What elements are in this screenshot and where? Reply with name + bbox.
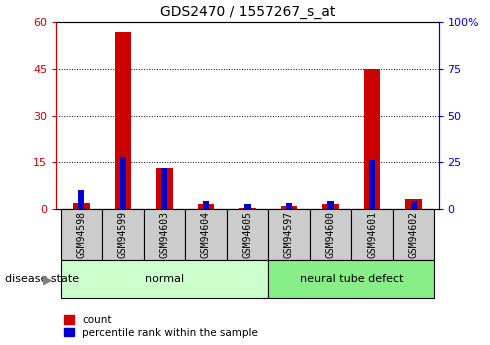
- Text: GSM94600: GSM94600: [325, 211, 336, 258]
- Bar: [185, 209, 227, 260]
- Bar: [120, 157, 126, 209]
- Bar: [369, 160, 375, 209]
- Bar: [245, 204, 250, 209]
- Bar: [239, 208, 256, 209]
- Bar: [197, 204, 214, 209]
- Text: normal: normal: [145, 275, 184, 284]
- Bar: [351, 209, 393, 260]
- Text: ▶: ▶: [43, 273, 53, 286]
- Text: GSM94601: GSM94601: [367, 211, 377, 258]
- Text: GSM94598: GSM94598: [76, 211, 86, 258]
- Bar: [102, 209, 144, 260]
- Title: GDS2470 / 1557267_s_at: GDS2470 / 1557267_s_at: [160, 4, 335, 19]
- Bar: [73, 203, 90, 209]
- Bar: [327, 201, 334, 209]
- Bar: [393, 209, 435, 260]
- Bar: [144, 209, 185, 260]
- Bar: [268, 209, 310, 260]
- Bar: [310, 209, 351, 260]
- Text: GSM94597: GSM94597: [284, 211, 294, 258]
- Bar: [405, 199, 422, 209]
- Bar: [364, 69, 380, 209]
- Text: GSM94602: GSM94602: [409, 211, 418, 258]
- Text: disease state: disease state: [5, 275, 79, 284]
- Bar: [322, 204, 339, 209]
- Bar: [227, 209, 268, 260]
- Bar: [115, 32, 131, 209]
- Bar: [281, 206, 297, 209]
- Bar: [156, 168, 172, 209]
- Text: GSM94605: GSM94605: [243, 211, 252, 258]
- Bar: [268, 260, 435, 298]
- Bar: [78, 190, 84, 209]
- Bar: [161, 168, 168, 209]
- Bar: [286, 203, 292, 209]
- Text: neural tube defect: neural tube defect: [299, 275, 403, 284]
- Bar: [411, 201, 416, 209]
- Text: GSM94603: GSM94603: [159, 211, 170, 258]
- Bar: [60, 260, 268, 298]
- Bar: [60, 209, 102, 260]
- Text: GSM94599: GSM94599: [118, 211, 128, 258]
- Legend: count, percentile rank within the sample: count, percentile rank within the sample: [62, 313, 260, 340]
- Bar: [203, 201, 209, 209]
- Text: GSM94604: GSM94604: [201, 211, 211, 258]
